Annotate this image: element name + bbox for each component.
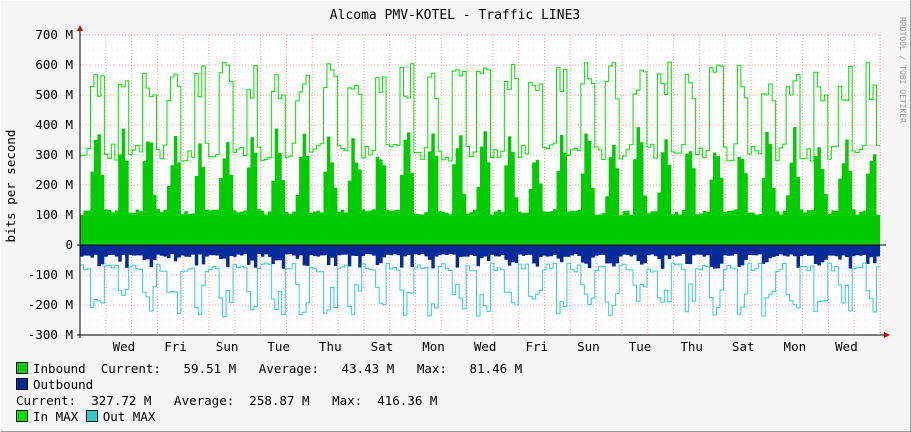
legend-outbound-stats: Current: 327.72 M Average: 258.87 M Max:… — [16, 393, 438, 408]
y-tick-label: 300 M — [35, 147, 73, 162]
axes — [77, 25, 890, 338]
legend-inbound-stats: Current: 59.51 M Average: 43.43 M Max: 8… — [85, 361, 523, 376]
outbound-area — [80, 245, 880, 269]
inbound-swatch — [16, 362, 28, 374]
y-tick-label: 700 M — [35, 27, 73, 42]
x-tick-label: Tue — [267, 339, 290, 354]
series-layer — [80, 61, 880, 318]
legend-outbound: Outbound — [16, 377, 93, 393]
y-tick-label: -100 M — [28, 267, 73, 282]
x-tick-label: Fri — [164, 339, 187, 354]
y-axis-label: bits per second — [3, 130, 18, 243]
x-tick-label: Fri — [525, 339, 548, 354]
y-tick-label: 600 M — [35, 57, 73, 72]
y-tick-labels: 700 M 600 M 500 M 400 M 300 M 200 M 100 M 0 -100… — [28, 27, 73, 342]
inbound-area — [80, 127, 880, 245]
y-tick-label: 400 M — [35, 117, 73, 132]
chart-title: Alcoma PMV-KOTEL - Traffic LINE3 — [330, 8, 580, 23]
y-tick-label: -200 M — [28, 297, 73, 312]
x-tick-label: Mon — [422, 339, 445, 354]
y-tick-label: 0 — [65, 237, 73, 252]
x-tick-label: Mon — [784, 339, 807, 354]
x-tick-label: Sat — [732, 339, 755, 354]
x-tick-label: Wed — [113, 339, 136, 354]
x-tick-label: Tue — [629, 339, 652, 354]
y-tick-label: -300 M — [28, 327, 73, 342]
in-max-line — [80, 61, 880, 162]
legend-outbound-name: Outbound — [33, 377, 94, 392]
y-tick-label: 100 M — [35, 207, 73, 222]
x-tick-labels: Wed Fri Sun Tue Thu Sat Mon Wed Fri Sun Tue Thu Sat M… — [113, 339, 858, 354]
in-max-swatch — [16, 410, 28, 422]
x-tick-label: Sun — [577, 339, 600, 354]
legend-max: In MAX Out MAX — [16, 409, 155, 425]
y-tick-label: 500 M — [35, 87, 73, 102]
x-tick-label: Wed — [474, 339, 497, 354]
x-tick-label: Thu — [319, 339, 342, 354]
x-tick-label: Sun — [216, 339, 239, 354]
traffic-chart: Alcoma PMV-KOTEL - Traffic LINE3 bits pe… — [3, 8, 907, 354]
legend-inbound-name: Inbound — [33, 361, 86, 376]
y-axis-arrow — [77, 25, 83, 31]
x-tick-label: Wed — [835, 339, 858, 354]
outbound-swatch — [16, 378, 28, 390]
legend-out-max-name: Out MAX — [102, 409, 156, 424]
x-tick-label: Sat — [371, 339, 394, 354]
legend-in-max-name: In MAX — [33, 409, 79, 424]
out-max-line — [80, 262, 880, 318]
x-tick-label: Thu — [680, 339, 703, 354]
out-max-swatch — [85, 410, 98, 422]
x-axis-arrow — [884, 332, 890, 338]
rrdtool-watermark: RRDTOOL / TOBI OETIKER — [898, 17, 907, 123]
legend-inbound: Inbound Current: 59.51 M Average: 43.43 … — [16, 361, 522, 377]
y-tick-label: 200 M — [35, 177, 73, 192]
